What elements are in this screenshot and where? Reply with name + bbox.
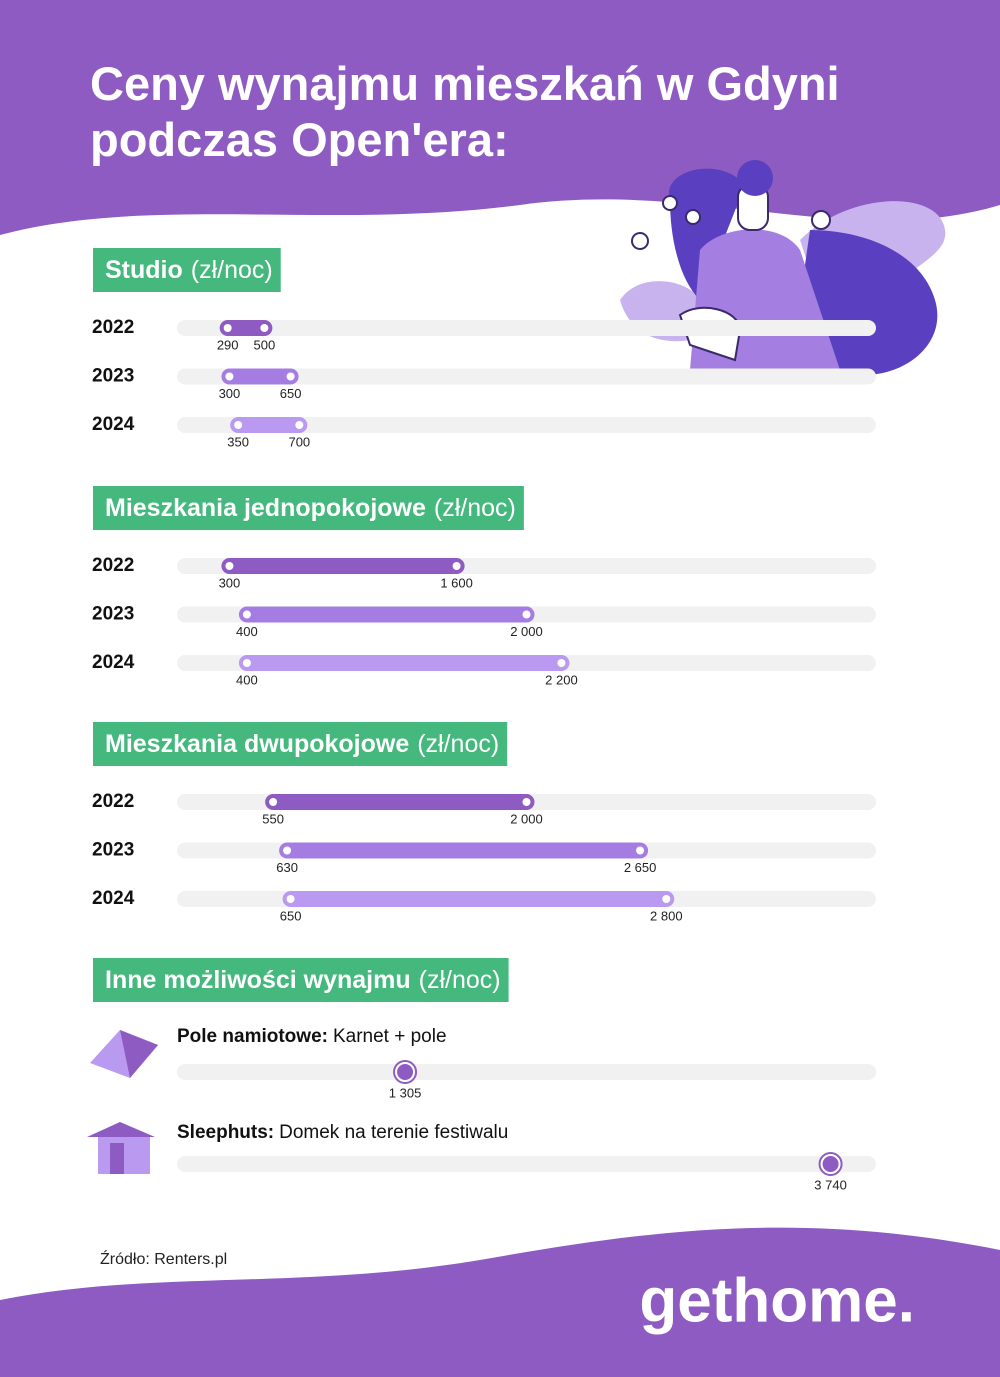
range-bar [221, 368, 299, 385]
value-label: 700 [288, 434, 310, 449]
range-bar [238, 655, 570, 671]
range-dot [522, 798, 531, 806]
heading-unit: (zł/noc) [191, 256, 273, 284]
range-bar [238, 606, 535, 623]
item-label: Sleephuts: Domek na terenie festiwalu [177, 1122, 508, 1143]
value-label: 400 [236, 624, 258, 639]
range-dot [286, 895, 295, 903]
value-label: 300 [219, 386, 241, 401]
range-dot [242, 659, 251, 667]
value-label: 350 [227, 434, 249, 449]
section-heading-box [93, 722, 508, 766]
range-dot [234, 421, 243, 429]
value-label: 3 740 [814, 1177, 847, 1192]
range-dot [283, 846, 292, 855]
item-desc: Domek na terenie festiwalu [279, 1122, 508, 1143]
value-label: 1 600 [440, 575, 473, 590]
value-marker-core [822, 1156, 839, 1172]
value-label: 2 200 [545, 672, 578, 687]
value-label: 1 305 [389, 1085, 422, 1100]
year-label: 2023 [92, 366, 134, 387]
range-dot [557, 659, 566, 667]
year-label: 2024 [92, 652, 135, 673]
range-bar [230, 417, 308, 433]
item-name: Sleephuts: [177, 1122, 274, 1143]
heading-bold: Inne możliwości wynajmu [105, 966, 411, 994]
track [177, 1156, 876, 1172]
source: Źródło: Renters.pl [100, 1249, 227, 1268]
heading-bold: Mieszkania jednopokojowe [105, 494, 426, 522]
range-bar [221, 558, 465, 574]
value-label: 650 [280, 908, 302, 923]
range-bar [282, 891, 675, 907]
hut-icon [87, 1122, 155, 1174]
range-dot [242, 610, 251, 619]
range-dot [295, 421, 304, 429]
item-name: Pole namiotowe: [177, 1026, 328, 1047]
range-bar [219, 320, 273, 336]
track [177, 320, 876, 336]
range-dot [225, 562, 234, 570]
range-dot [522, 610, 531, 619]
footer-wave [0, 1227, 1000, 1377]
value-label: 2 650 [624, 860, 657, 875]
year-label: 2023 [92, 840, 134, 861]
section-heading-box [93, 958, 509, 1002]
value-label: 630 [276, 860, 298, 875]
track [177, 1064, 876, 1080]
year-label: 2024 [92, 888, 135, 909]
range-dot [223, 324, 232, 332]
item-label: Pole namiotowe: Karnet + pole [177, 1026, 447, 1047]
year-label: 2024 [92, 414, 135, 435]
heading-bold: Studio [105, 256, 183, 284]
section-heading-box [93, 248, 281, 292]
section-heading: Studio (zł/noc) [105, 256, 273, 284]
section-heading: Mieszkania jednopokojowe (zł/noc) [105, 494, 516, 522]
value-label: 500 [254, 337, 276, 352]
heading-bold: Mieszkania dwupokojowe [105, 730, 409, 758]
value-label: 2 000 [510, 624, 543, 639]
heading-unit: (zł/noc) [434, 494, 516, 522]
value-label: 650 [280, 386, 302, 401]
section-heading: Mieszkania dwupokojowe (zł/noc) [105, 730, 499, 758]
value-label: 400 [236, 672, 258, 687]
range-dot [225, 372, 234, 381]
year-label: 2023 [92, 604, 134, 625]
range-dot [260, 324, 269, 332]
value-label: 290 [217, 337, 239, 352]
track [177, 417, 876, 433]
value-label: 2 000 [510, 811, 543, 826]
range-dot [286, 372, 295, 381]
year-label: 2022 [92, 791, 134, 812]
range-dot [662, 895, 671, 903]
range-bar [265, 794, 535, 810]
year-label: 2022 [92, 555, 134, 576]
value-label: 2 800 [650, 908, 683, 923]
value-marker-core [397, 1064, 414, 1080]
heading-unit: (zł/noc) [417, 730, 499, 758]
range-dot [452, 562, 461, 570]
value-label: 300 [219, 575, 241, 590]
title: Ceny wynajmu mieszkań w Gdyni podczas Op… [90, 57, 840, 166]
value-label: 550 [262, 811, 284, 826]
range-dot [636, 846, 645, 855]
track [177, 368, 876, 385]
range-dot [269, 798, 278, 806]
heading-unit: (zł/noc) [419, 966, 501, 994]
section-heading: Inne możliwości wynajmu (zł/noc) [105, 966, 501, 994]
range-bar [279, 842, 649, 859]
tent-icon [90, 1030, 158, 1078]
item-desc: Karnet + pole [333, 1026, 447, 1047]
section-heading-box [93, 486, 524, 530]
logo: gethome. [639, 1266, 915, 1335]
year-label: 2022 [92, 317, 134, 338]
